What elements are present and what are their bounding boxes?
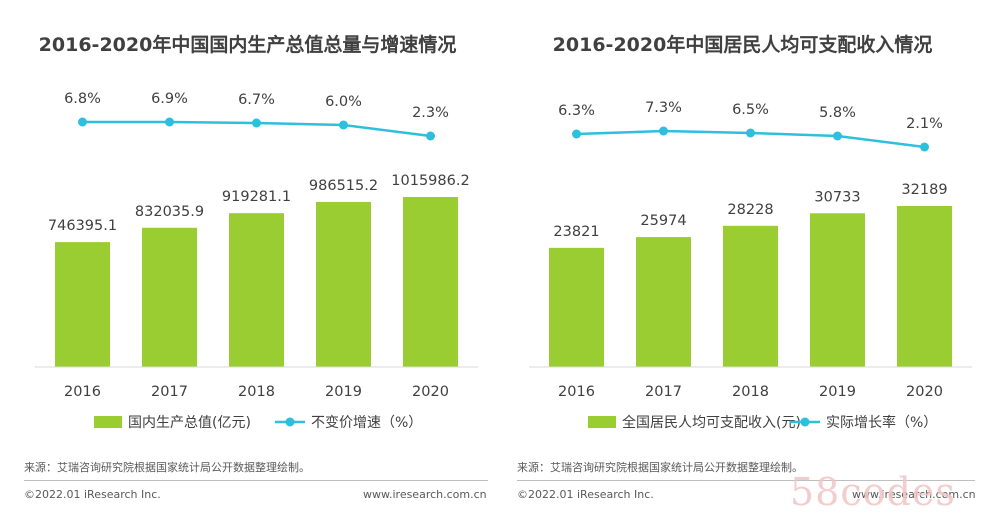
copyright-text: ©2022.01 iResearch Inc. bbox=[24, 488, 161, 501]
gdp-chart: 746395.1 2016 832035.9 2017 919281.1 2018 9865… bbox=[35, 91, 478, 431]
x-tick-label: 2019 bbox=[819, 384, 856, 400]
footer-divider bbox=[517, 480, 975, 481]
growth-value-label: 5.8% bbox=[819, 105, 856, 121]
x-tick-label: 2017 bbox=[151, 384, 188, 400]
x-tick-label: 2018 bbox=[238, 384, 275, 400]
growth-point-2017 bbox=[659, 126, 668, 136]
x-tick-label: 2019 bbox=[325, 384, 362, 400]
growth-point-2017 bbox=[165, 117, 174, 127]
growth-point-2018 bbox=[746, 128, 755, 138]
legend-swatch-point bbox=[285, 417, 295, 427]
bar-value-label: 1015986.2 bbox=[391, 173, 469, 189]
bar-2020 bbox=[403, 197, 458, 367]
watermark-text: 58codes bbox=[790, 470, 956, 514]
x-tick-label: 2020 bbox=[906, 384, 943, 400]
gdp-chart-panel: 2016-2020年中国国内生产总值总量与增速情况 746395.1 2016 83… bbox=[24, 34, 488, 501]
bar-2016 bbox=[549, 247, 604, 367]
x-tick-label: 2017 bbox=[645, 384, 682, 400]
legend-swatch-bar bbox=[588, 416, 616, 428]
growth-point-2019 bbox=[339, 120, 348, 130]
growth-point-2019 bbox=[833, 131, 842, 141]
bar-2019 bbox=[316, 201, 371, 367]
bar-value-label: 832035.9 bbox=[135, 204, 204, 220]
growth-value-label: 2.1% bbox=[906, 116, 943, 132]
bar-value-label: 986515.2 bbox=[309, 178, 378, 194]
growth-value-label: 6.7% bbox=[238, 92, 275, 108]
growth-value-label: 6.9% bbox=[151, 91, 188, 107]
growth-value-label: 6.5% bbox=[732, 102, 769, 118]
income-chart-panel: 2016-2020年中国居民人均可支配收入情况 23821 2016 25974 20… bbox=[495, 0, 990, 521]
growth-value-label: 6.3% bbox=[558, 103, 595, 119]
legend-label-bar: 全国居民人均可支配收入(元) bbox=[622, 414, 801, 431]
bar-2017 bbox=[142, 227, 197, 367]
bar-2020 bbox=[897, 206, 952, 367]
bar-value-label: 919281.1 bbox=[222, 189, 291, 205]
chart-title: 2016-2020年中国居民人均可支配收入情况 bbox=[552, 34, 933, 56]
source-note: 来源：艾瑞咨询研究院根据国家统计局公开数据整理绘制。 bbox=[517, 461, 803, 474]
growth-value-label: 6.8% bbox=[64, 91, 101, 107]
growth-point-2020 bbox=[920, 142, 929, 152]
income-chart: 23821 2016 25974 2017 28228 2018 30733 2019 3218… bbox=[529, 100, 972, 431]
x-tick-label: 2018 bbox=[732, 384, 769, 400]
legend-swatch-bar bbox=[94, 416, 122, 428]
bar-value-label: 746395.1 bbox=[48, 218, 117, 234]
growth-value-label: 6.0% bbox=[325, 94, 362, 110]
copyright-text: ©2022.01 iResearch Inc. bbox=[517, 488, 654, 501]
x-tick-label: 2016 bbox=[64, 384, 101, 400]
website-text: www.iresearch.com.cn bbox=[852, 488, 976, 501]
bar-2016 bbox=[55, 242, 110, 367]
growth-point-2018 bbox=[252, 118, 261, 128]
bar-2018 bbox=[723, 225, 778, 367]
bar-2018 bbox=[229, 213, 284, 367]
bar-value-label: 28228 bbox=[727, 202, 773, 218]
bar-2019 bbox=[810, 213, 865, 367]
legend-label-line: 实际增长率（%） bbox=[826, 414, 937, 431]
legend-label-line: 不变价增速（%） bbox=[311, 415, 422, 431]
growth-value-label: 7.3% bbox=[645, 100, 682, 116]
x-tick-label: 2020 bbox=[412, 384, 449, 400]
bar-value-label: 32189 bbox=[901, 182, 947, 198]
source-note: 来源：艾瑞咨询研究院根据国家统计局公开数据整理绘制。 bbox=[24, 461, 310, 474]
legend-label-bar: 国内生产总值(亿元) bbox=[128, 415, 251, 431]
growth-point-2016 bbox=[572, 129, 581, 139]
footer-divider bbox=[24, 480, 488, 481]
website-text: www.iresearch.com.cn bbox=[363, 488, 487, 501]
bar-2017 bbox=[636, 237, 691, 367]
growth-point-2020 bbox=[426, 131, 435, 141]
bar-value-label: 23821 bbox=[553, 224, 599, 240]
bar-value-label: 30733 bbox=[814, 189, 860, 205]
chart-title: 2016-2020年中国国内生产总值总量与增速情况 bbox=[38, 34, 457, 56]
growth-point-2016 bbox=[78, 117, 87, 127]
x-tick-label: 2016 bbox=[558, 384, 595, 400]
growth-value-label: 2.3% bbox=[412, 105, 449, 121]
bar-value-label: 25974 bbox=[640, 213, 686, 229]
legend-swatch-point bbox=[800, 417, 810, 427]
